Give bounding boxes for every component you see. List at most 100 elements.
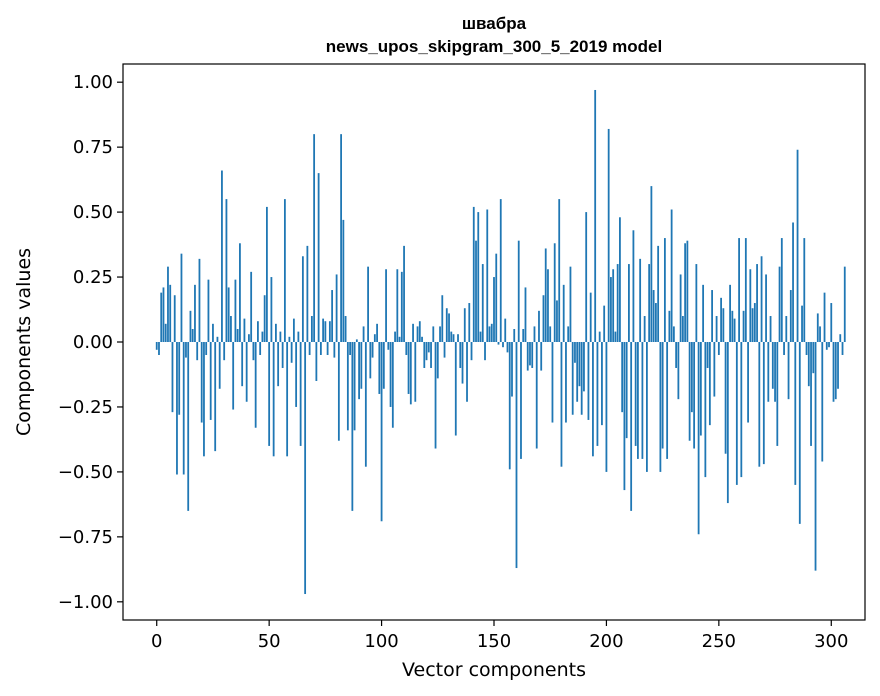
bar-290: [807, 342, 810, 387]
bar-194: [592, 342, 594, 457]
bar-213: [634, 342, 637, 446]
bar-185: [571, 342, 574, 415]
bar-186: [574, 342, 576, 363]
bar-280: [785, 316, 788, 342]
bar-155: [504, 318, 507, 342]
bar-264: [749, 269, 752, 342]
bar-220: [650, 186, 653, 342]
bar-270: [762, 342, 765, 465]
bar-76: [326, 342, 329, 355]
x-axis-label: Vector components: [402, 659, 586, 681]
bar-108: [398, 336, 401, 342]
bar-274: [771, 342, 774, 389]
bar-137: [463, 308, 466, 342]
bar-39: [243, 318, 246, 342]
bar-288: [803, 238, 806, 342]
bar-113: [409, 342, 412, 405]
bar-114: [412, 323, 414, 342]
bar-154: [502, 342, 504, 348]
bar-85: [346, 342, 349, 431]
bar-30: [223, 342, 226, 361]
bar-6: [169, 284, 172, 342]
bar-191: [585, 212, 588, 342]
bar-167: [531, 342, 534, 368]
bar-239: [693, 342, 696, 449]
bar-209: [625, 342, 628, 439]
y-tick-label: 1.00: [73, 72, 113, 93]
bar-49: [266, 206, 268, 342]
bar-77: [328, 321, 331, 342]
bar-205: [616, 264, 619, 342]
bar-8: [173, 295, 176, 342]
bar-63: [297, 331, 300, 342]
bar-14: [187, 342, 190, 511]
bar-143: [477, 212, 480, 342]
bar-92: [362, 326, 365, 342]
bar-247: [711, 290, 713, 342]
bar-202: [610, 277, 612, 342]
bar-91: [360, 342, 363, 389]
bar-251: [720, 297, 722, 342]
bar-214: [637, 342, 639, 459]
bar-229: [670, 209, 673, 342]
bar-45: [257, 321, 259, 342]
bar-134: [457, 334, 459, 342]
bar-61: [292, 318, 295, 342]
bar-102: [385, 269, 387, 342]
bar-204: [614, 331, 617, 342]
bar-300: [830, 303, 833, 342]
bar-139: [468, 303, 471, 342]
bar-132: [452, 334, 455, 342]
bar-272: [767, 342, 770, 402]
bar-173: [544, 248, 547, 342]
bar-110: [403, 245, 405, 342]
bar-104: [389, 342, 392, 407]
bar-150: [493, 277, 495, 342]
bar-198: [601, 342, 603, 426]
bar-7: [171, 342, 174, 413]
bar-183: [567, 326, 570, 342]
bar-249: [715, 316, 718, 342]
bar-57: [283, 199, 286, 342]
y-axis-ticks: 1.00 0.75 0.50 0.25 0.00 −0.25 −0.50 −0.75 −1.00: [58, 72, 123, 613]
bar-219: [648, 264, 651, 342]
bar-252: [722, 308, 725, 342]
bar-174: [547, 269, 549, 342]
bar-287: [801, 305, 803, 342]
bar-269: [760, 256, 763, 342]
bar-240: [695, 264, 698, 342]
bar-163: [522, 329, 525, 342]
bar-156: [506, 342, 509, 353]
bar-243: [702, 284, 705, 342]
bar-118: [421, 336, 423, 342]
bar-117: [418, 321, 421, 342]
bar-28: [218, 342, 221, 389]
bar-246: [708, 342, 711, 426]
bar-90: [358, 342, 360, 400]
bar-291: [810, 342, 812, 446]
bar-172: [542, 295, 545, 342]
bar-27: [216, 336, 219, 342]
bar-95: [369, 342, 372, 379]
bar-179: [558, 199, 561, 342]
bar-184: [569, 266, 572, 342]
bar-294: [816, 313, 819, 342]
bar-232: [677, 342, 680, 400]
bar-212: [632, 230, 635, 342]
bar-131: [450, 331, 453, 342]
bar-52: [272, 342, 275, 457]
bar-244: [704, 342, 707, 478]
bar-282: [789, 290, 792, 342]
bar-58: [286, 342, 289, 457]
chart-subtitle: news_upos_skipgram_300_5_2019 model: [326, 37, 662, 56]
bar-200: [605, 342, 608, 472]
bar-31: [225, 199, 228, 342]
bar-273: [769, 316, 772, 342]
bar-277: [778, 266, 781, 342]
bar-62: [295, 342, 298, 407]
bar-276: [776, 342, 779, 446]
bar-109: [400, 271, 403, 342]
bar-271: [765, 274, 767, 342]
bar-231: [675, 342, 678, 368]
